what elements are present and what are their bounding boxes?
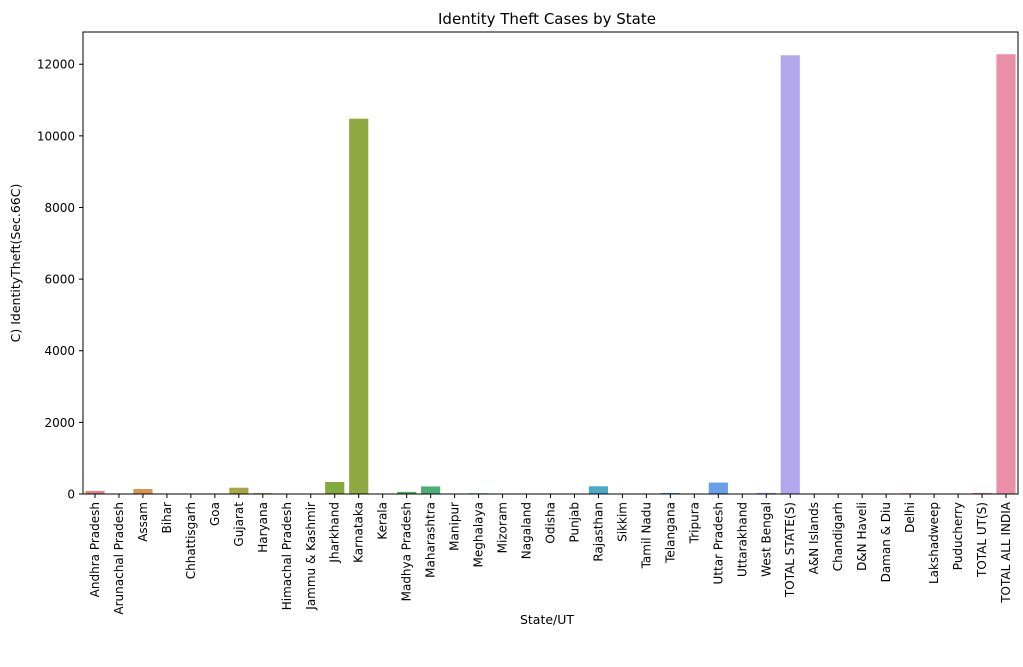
bar-uttar-pradesh	[709, 483, 728, 494]
x-tick-label: TOTAL UT(S)	[975, 502, 989, 578]
x-tick-label: Chhattisgarh	[184, 502, 198, 579]
y-tick-label: 8000	[44, 201, 75, 215]
x-tick-label: Goa	[208, 502, 222, 526]
x-tick-label: Daman & Diu	[879, 502, 893, 582]
x-tick-label: Uttar Pradesh	[711, 502, 725, 584]
bar-assam	[133, 489, 152, 494]
x-axis-label: State/UT	[520, 612, 574, 627]
plot-frame	[83, 32, 1018, 494]
y-tick-label: 10000	[37, 129, 75, 143]
y-tick-label: 12000	[37, 58, 75, 72]
x-tick-label: Sikkim	[615, 502, 629, 542]
bar-total-state-s-	[781, 55, 800, 494]
x-tick-label: Karnataka	[352, 502, 366, 563]
x-tick-label: A&N Islands	[807, 502, 821, 574]
x-tick-label: Maharashtra	[424, 502, 438, 578]
x-tick-label: Gujarat	[232, 502, 246, 547]
x-tick-label: Mizoram	[496, 502, 510, 553]
x-tick-label: Punjab	[567, 502, 581, 543]
y-tick-label: 2000	[44, 416, 75, 430]
x-tick-label: Himachal Pradesh	[280, 502, 294, 610]
x-axis: Andhra Pradesh Arunachal Pradesh Assam Biha…	[88, 494, 1013, 615]
bar-jharkhand	[325, 482, 344, 494]
bar-gujarat	[229, 488, 248, 494]
y-tick-label: 6000	[44, 273, 75, 287]
x-tick-label: Haryana	[256, 502, 270, 553]
x-tick-label: TOTAL ALL INDIA	[999, 501, 1013, 604]
x-tick-label: Meghalaya	[472, 502, 486, 567]
x-tick-label: TOTAL STATE(S)	[783, 502, 797, 598]
x-tick-label: Madhya Pradesh	[400, 502, 414, 601]
x-tick-label: Uttarakhand	[735, 502, 749, 577]
x-tick-label: Assam	[136, 502, 150, 542]
x-tick-label: Odisha	[544, 502, 558, 544]
x-tick-label: Chandigarh	[831, 502, 845, 571]
x-tick-label: Jharkhand	[328, 502, 342, 564]
y-tick-label: 4000	[44, 344, 75, 358]
x-tick-label: Arunachal Pradesh	[112, 502, 126, 615]
x-tick-label: Andhra Pradesh	[88, 502, 102, 597]
x-tick-label: Telangana	[663, 502, 677, 564]
x-tick-label: Puducherry	[951, 502, 965, 570]
x-tick-label: Tamil Nadu	[639, 502, 653, 569]
bars-group	[85, 54, 1015, 494]
x-tick-label: Rajasthan	[591, 502, 605, 562]
x-tick-label: Kerala	[376, 502, 390, 540]
x-tick-label: D&N Haveli	[855, 502, 869, 571]
bar-karnataka	[349, 119, 368, 494]
bar-total-all-india	[996, 54, 1015, 494]
y-axis: 0 2000 4000 6000 8000 10000 12000	[37, 58, 83, 502]
y-tick-label: 0	[67, 488, 75, 502]
bar-maharashtra	[421, 486, 440, 494]
x-tick-label: Lakshadweep	[927, 502, 941, 584]
x-tick-label: Bihar	[160, 502, 174, 534]
y-axis-label: C) IdentityTheft(Sec.66C)	[8, 184, 23, 343]
chart-title: Identity Theft Cases by State	[438, 10, 656, 28]
x-tick-label: West Bengal	[759, 502, 773, 577]
x-tick-label: Tripura	[687, 502, 701, 544]
x-tick-label: Nagaland	[520, 502, 534, 559]
x-tick-label: Manipur	[448, 502, 462, 551]
bar-rajasthan	[589, 486, 608, 494]
x-tick-label: Delhi	[903, 502, 917, 533]
x-tick-label: Jammu & Kashmir	[304, 502, 318, 611]
